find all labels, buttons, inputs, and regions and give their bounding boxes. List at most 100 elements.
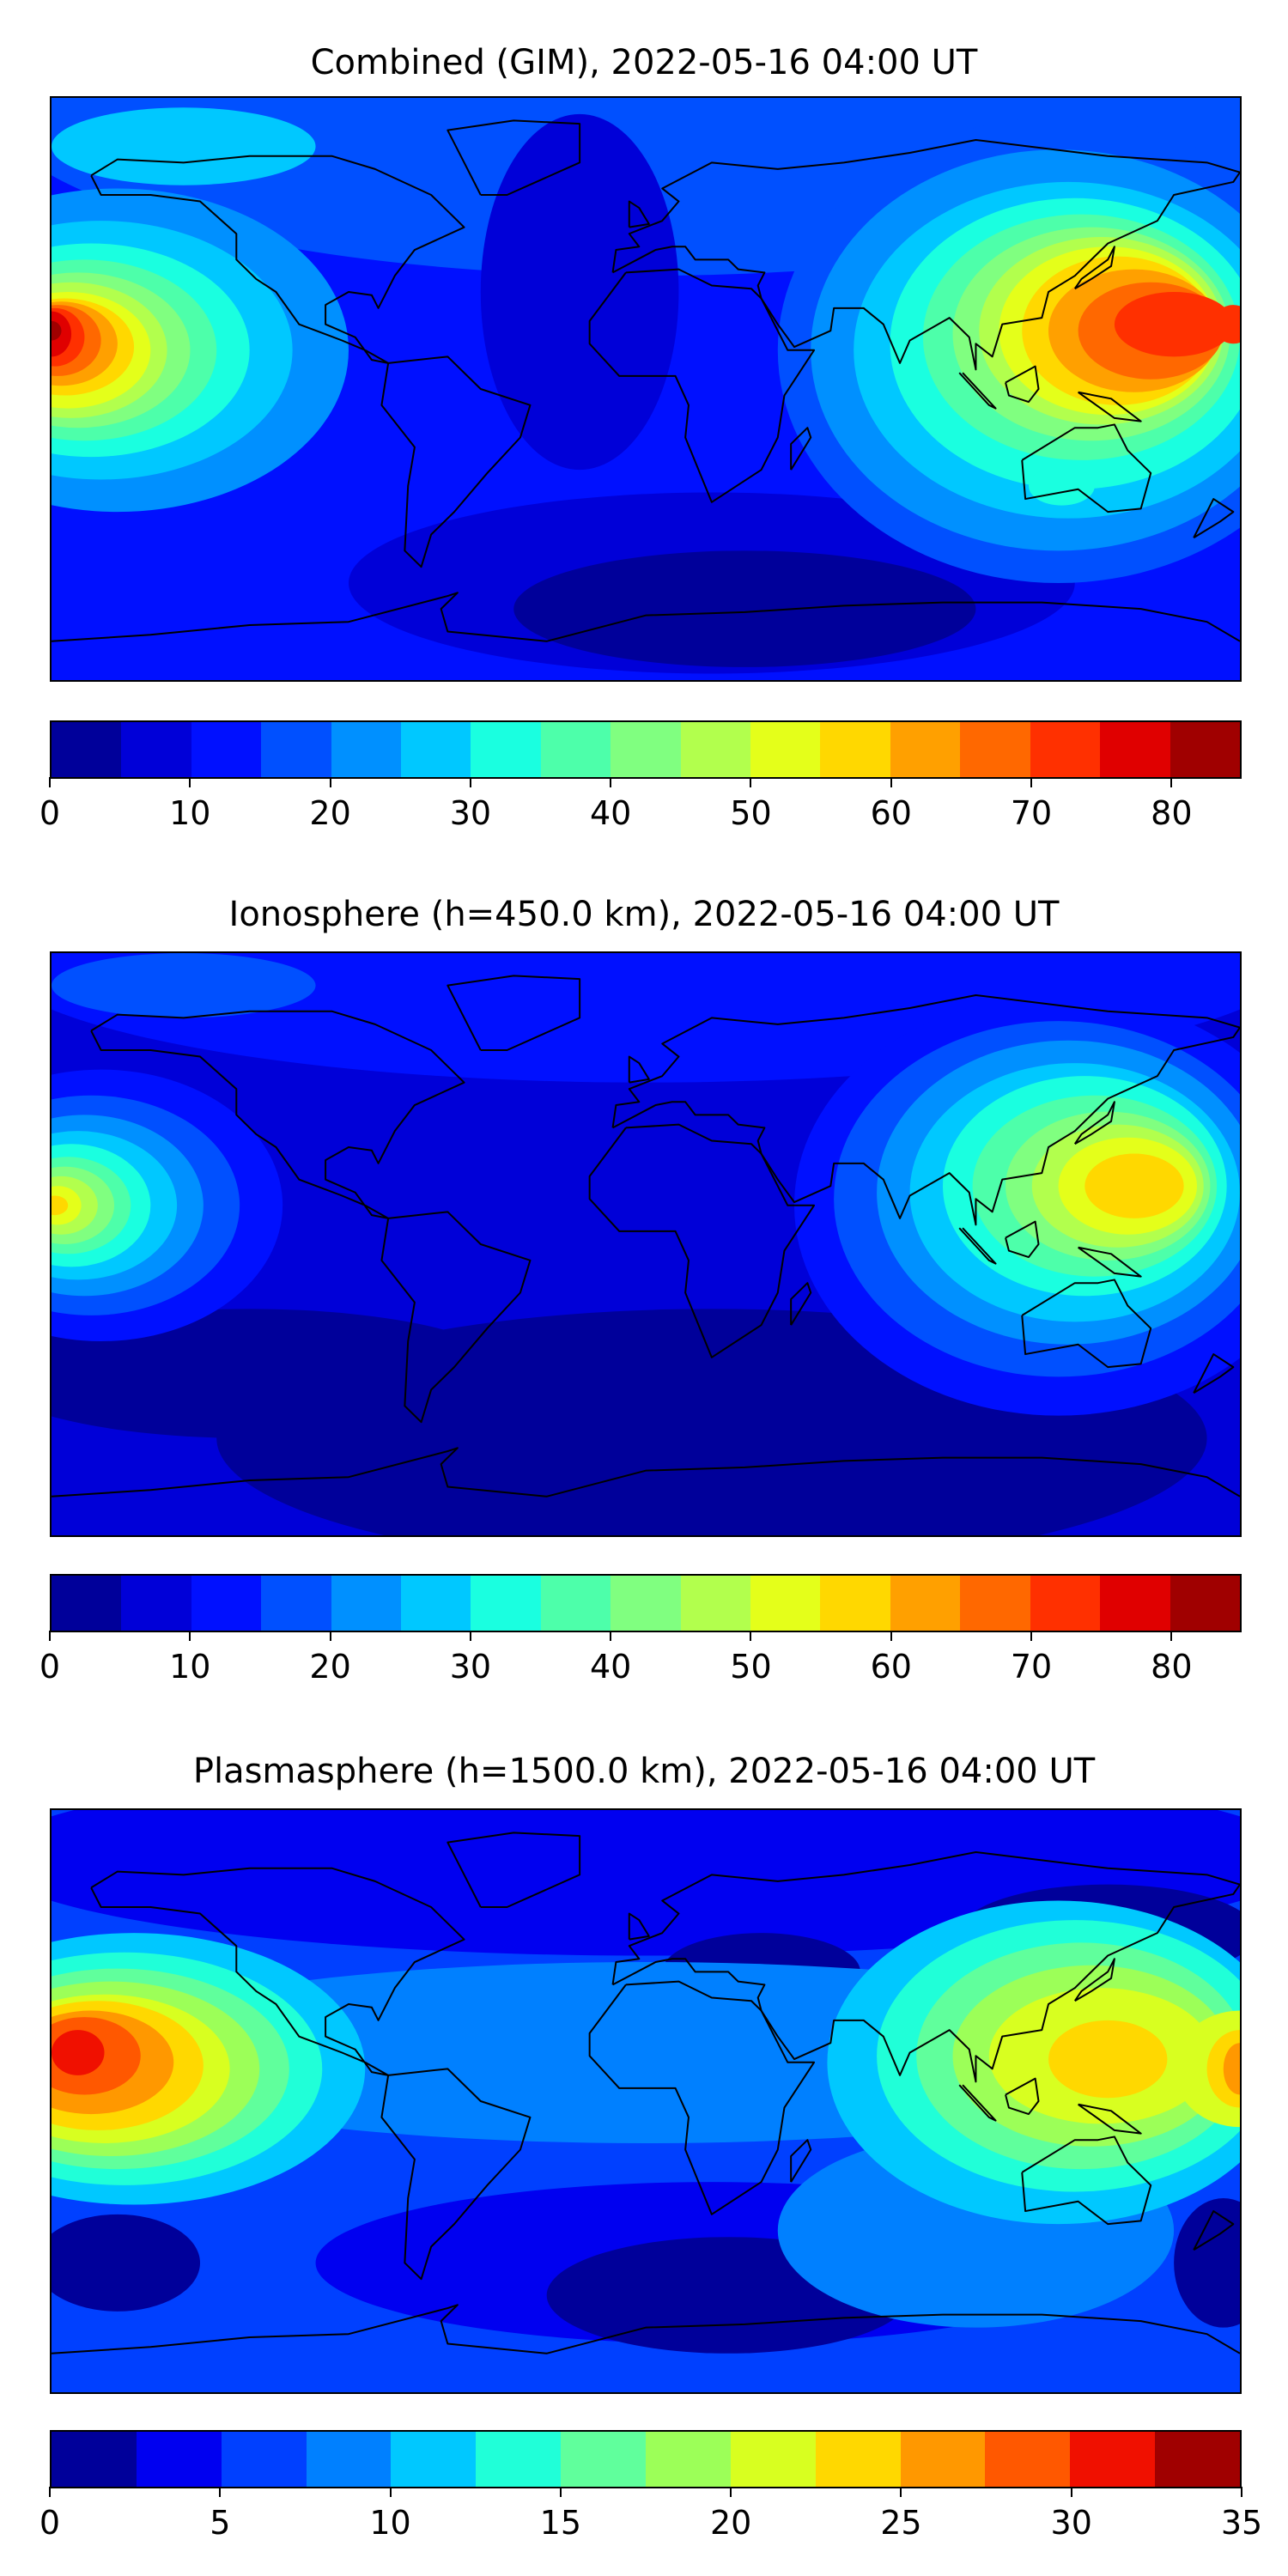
tick-mark — [189, 1631, 191, 1641]
contour-region — [1114, 292, 1234, 357]
coastline — [629, 1057, 649, 1083]
contour-region — [52, 2030, 105, 2075]
tick-mark — [1170, 777, 1173, 787]
tick-label: 20 — [709, 2504, 752, 2542]
tick-label: 20 — [309, 1648, 351, 1686]
colorbar-segment — [1100, 1576, 1170, 1631]
tick-label: 40 — [589, 794, 632, 832]
colorbar-segment — [730, 2432, 816, 2487]
coastline — [629, 202, 649, 228]
colorbar-segment — [121, 1576, 191, 1631]
contour-region — [1028, 466, 1095, 506]
colorbar-segment — [121, 722, 191, 777]
tick-mark — [329, 1631, 331, 1641]
tick-mark — [559, 2487, 562, 2497]
tick-mark — [1170, 1631, 1173, 1641]
tick-label: 25 — [880, 2504, 922, 2542]
tick-label: 60 — [870, 1648, 912, 1686]
coastline — [1078, 392, 1141, 422]
coastline — [613, 995, 1240, 1224]
colorbar-segment — [136, 2432, 222, 2487]
tick-mark — [1070, 2487, 1072, 2497]
colorbar-ionosphere — [50, 1574, 1242, 1632]
colorbar-segment — [985, 2432, 1071, 2487]
contour-region — [1223, 2043, 1240, 2095]
tick-label: 50 — [730, 794, 772, 832]
panel-title-combined: Combined (GIM), 2022-05-16 04:00 UT — [310, 43, 978, 82]
contour-region — [1048, 2020, 1168, 2099]
tick-mark — [1030, 777, 1033, 787]
tick-label: 10 — [369, 2504, 411, 2542]
panel-title-plasmasphere: Plasmasphere (h=1500.0 km), 2022-05-16 0… — [192, 1752, 1096, 1791]
tick-mark — [1241, 2487, 1242, 2497]
tick-label: 10 — [169, 1648, 211, 1686]
tick-mark — [329, 777, 331, 787]
tick-label: 40 — [589, 1648, 632, 1686]
coastline — [381, 1212, 530, 1422]
colorbar-segment — [191, 722, 262, 777]
coastline — [1022, 2136, 1151, 2224]
map-combined-svg — [52, 98, 1240, 680]
colorbar-segment — [331, 1576, 402, 1631]
colorbar-segment — [1070, 2432, 1156, 2487]
colorbar-segment — [680, 722, 751, 777]
contour-region — [52, 953, 316, 1018]
tick-label: 50 — [730, 1648, 772, 1686]
tick-label: 20 — [309, 794, 351, 832]
tick-label: 30 — [449, 1648, 492, 1686]
coastline — [1075, 246, 1115, 289]
tick-mark — [49, 1631, 51, 1641]
colorbar-segment — [820, 722, 890, 777]
coastline — [590, 1982, 814, 2215]
map-combined — [50, 96, 1242, 682]
coastline — [447, 120, 580, 195]
colorbar-segment — [1170, 722, 1240, 777]
coastline — [91, 1012, 464, 1218]
colorbar-segment — [471, 1576, 541, 1631]
colorbar-segment — [646, 2432, 731, 2487]
tick-label: 30 — [449, 794, 492, 832]
colorbar-segment — [261, 1576, 331, 1631]
tick-mark — [469, 777, 471, 787]
colorbar-segment — [391, 2432, 477, 2487]
colorbar-segment — [960, 722, 1030, 777]
coastline — [613, 1852, 1240, 2081]
tick-mark — [49, 2487, 51, 2497]
map-plasmasphere — [50, 1808, 1242, 2394]
tick-label: 80 — [1151, 1648, 1193, 1686]
contour-region — [480, 113, 679, 471]
tick-label: 60 — [870, 794, 912, 832]
colorbar-segment — [261, 722, 331, 777]
tick-mark — [219, 2487, 222, 2497]
coastline — [52, 592, 1240, 641]
coastline — [1022, 424, 1151, 512]
coastline — [1078, 2105, 1141, 2134]
coastline — [52, 1448, 1240, 1497]
coastline — [590, 270, 814, 502]
coastline — [791, 1283, 811, 1325]
colorbar-segment — [1100, 722, 1170, 777]
tick-mark — [890, 777, 892, 787]
colorbar-segment — [680, 1576, 751, 1631]
tick-label: 30 — [1050, 2504, 1092, 2542]
colorbar-segment — [750, 722, 821, 777]
contour-region — [52, 320, 62, 341]
tick-label: 70 — [1010, 1648, 1053, 1686]
colorbar-segment — [750, 1576, 821, 1631]
colorbar-plasmasphere — [50, 2430, 1242, 2488]
coastline — [791, 428, 811, 470]
colorbar-ticks-plasmasphere: 0 5 10 15 20 25 30 35 — [39, 2487, 1262, 2547]
colorbar-segment — [191, 1576, 262, 1631]
colorbar-segment — [540, 722, 611, 777]
tick-label: 15 — [539, 2504, 582, 2542]
colorbar-segment — [476, 2432, 562, 2487]
colorbar-segment — [52, 1576, 122, 1631]
coastline — [1194, 2211, 1233, 2250]
tick-label: 0 — [39, 794, 61, 832]
coastline — [1075, 1959, 1115, 2001]
colorbar-segment — [1170, 1576, 1240, 1631]
colorbar-segment — [1155, 2432, 1241, 2487]
colorbar-segment — [890, 722, 961, 777]
coastline — [447, 975, 580, 1050]
tick-label: 0 — [39, 2504, 61, 2542]
